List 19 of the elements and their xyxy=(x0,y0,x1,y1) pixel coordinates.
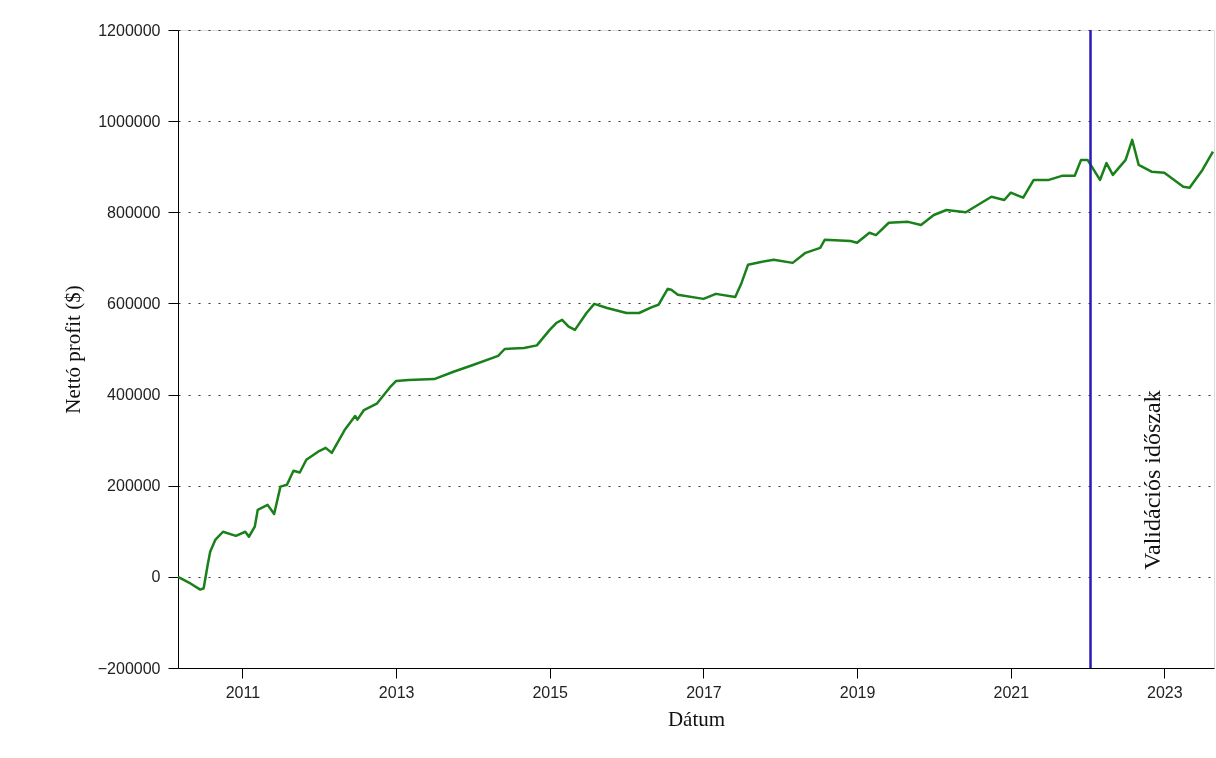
x-tick-label: 2019 xyxy=(839,683,876,701)
y-tick-label: 200000 xyxy=(107,477,161,495)
y-tick-label: 800000 xyxy=(107,203,161,221)
y-tick-label: 0 xyxy=(151,568,161,586)
y-axis-title: Nettó profit ($) xyxy=(60,285,85,414)
x-tick-label: 2021 xyxy=(993,683,1030,701)
x-tick-label: 2011 xyxy=(225,683,261,701)
x-tick-label: 2023 xyxy=(1147,683,1183,701)
y-tick-label: 1200000 xyxy=(98,21,161,39)
ref-line-label: Validációs időszak xyxy=(1138,390,1165,570)
y-tick-label: 400000 xyxy=(107,386,161,404)
y-tick-label: −200000 xyxy=(97,659,161,677)
x-tick-label: 2015 xyxy=(532,683,569,701)
y-tick-label: 600000 xyxy=(107,294,161,312)
x-tick-label: 2017 xyxy=(686,683,722,701)
x-axis-title: Dátum xyxy=(667,706,726,731)
x-tick-label: 2013 xyxy=(378,683,415,701)
y-tick-label: 1000000 xyxy=(98,112,161,130)
line-series xyxy=(176,138,1215,591)
